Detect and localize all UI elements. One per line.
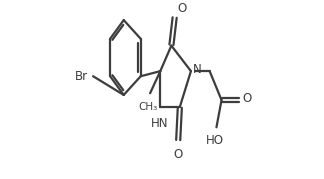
Text: O: O <box>177 2 187 15</box>
Text: N: N <box>193 63 202 76</box>
Text: O: O <box>174 148 183 161</box>
Text: HO: HO <box>206 134 224 147</box>
Text: O: O <box>242 92 251 105</box>
Text: CH₃: CH₃ <box>139 102 158 112</box>
Text: HN: HN <box>151 117 168 130</box>
Text: Br: Br <box>75 70 88 83</box>
